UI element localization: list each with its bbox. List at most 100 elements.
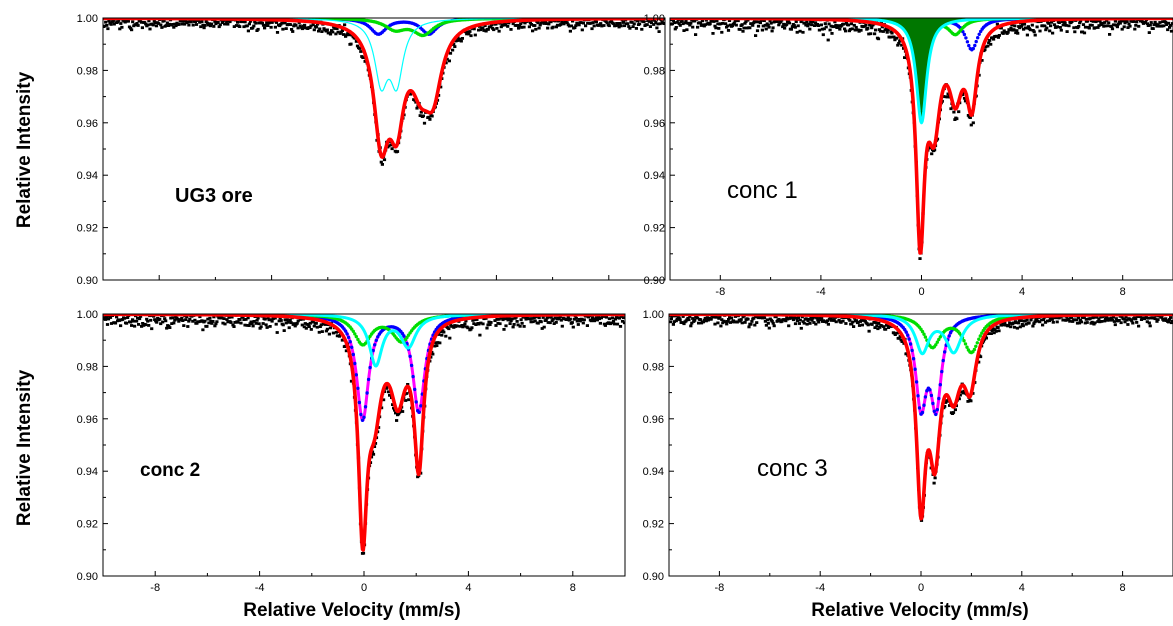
data-point: [132, 320, 135, 323]
panel-label: conc 3: [757, 455, 828, 482]
data-point: [869, 32, 872, 35]
data-point: [890, 32, 893, 35]
data-point: [827, 323, 830, 326]
data-point: [1066, 30, 1069, 33]
data-point: [988, 39, 991, 42]
fit-component-point: [928, 388, 931, 391]
data-point: [918, 257, 921, 260]
data-point: [1047, 22, 1050, 25]
fit-component-point: [364, 405, 367, 408]
data-point: [800, 327, 803, 330]
fit-component-point: [937, 397, 940, 400]
data-point: [1022, 324, 1025, 327]
y-tick-label: 0.90: [77, 275, 98, 287]
y-tick-label: 0.98: [643, 361, 664, 373]
data-point: [599, 322, 602, 325]
data-point: [492, 28, 495, 31]
data-point: [105, 24, 108, 27]
data-point: [1131, 322, 1134, 325]
data-point: [818, 29, 821, 32]
data-point: [1023, 23, 1026, 26]
data-point: [313, 325, 316, 328]
data-point: [521, 322, 524, 325]
data-point: [730, 317, 733, 320]
data-point: [590, 27, 593, 30]
x-tick-label: -8: [715, 582, 725, 594]
fit-component-point: [402, 334, 405, 337]
data-point: [181, 319, 184, 322]
data-point: [270, 26, 273, 29]
data-point: [1026, 34, 1029, 37]
data-point: [288, 326, 291, 329]
data-point: [485, 327, 488, 330]
data-point: [1086, 321, 1089, 324]
data-point: [125, 322, 128, 325]
data-point: [286, 318, 289, 321]
fit-component-point: [413, 388, 416, 391]
data-point: [1106, 24, 1109, 27]
data-point: [761, 29, 764, 32]
data-point: [765, 28, 768, 31]
fit-component-point: [979, 334, 982, 337]
data-point: [830, 32, 833, 35]
data-point: [1169, 316, 1172, 319]
data-point: [785, 23, 788, 26]
y-tick-label: 0.92: [77, 519, 98, 531]
data-point: [1012, 28, 1015, 31]
data-point: [264, 318, 267, 321]
data-point: [137, 24, 140, 27]
x-tick-label: 0: [361, 582, 367, 594]
y-tick-label: 0.96: [644, 118, 665, 130]
x-tick-label: 8: [570, 582, 576, 594]
data-point: [1084, 26, 1087, 29]
data-point: [1033, 30, 1036, 33]
data-point: [276, 331, 279, 334]
data-point: [511, 318, 514, 321]
data-point: [868, 24, 871, 27]
data-point: [720, 31, 723, 34]
data-point: [487, 28, 490, 31]
data-point: [1015, 29, 1018, 32]
data-point: [211, 320, 214, 323]
data-point: [1048, 319, 1051, 322]
data-point: [658, 30, 661, 33]
data-point: [619, 325, 622, 328]
x-tick-label: -8: [715, 286, 725, 298]
data-point: [673, 21, 676, 24]
fit-component-point: [924, 335, 927, 338]
data-point: [952, 411, 955, 414]
data-point: [1052, 321, 1055, 324]
fit-component-point: [355, 335, 358, 338]
data-point: [1059, 26, 1062, 29]
data-point: [1126, 323, 1129, 326]
data-point: [772, 322, 775, 325]
data-point: [1091, 24, 1094, 27]
data-point: [717, 27, 720, 30]
data-point: [203, 320, 206, 323]
data-point: [123, 317, 126, 320]
data-point: [326, 29, 329, 32]
y-tick-label: 0.98: [644, 65, 665, 77]
chart-panel: 0.900.920.940.960.981.00-8 -4 0 4 8conc 1: [644, 13, 1173, 298]
data-point: [247, 30, 250, 33]
data-point: [770, 22, 773, 25]
data-point: [1132, 20, 1135, 23]
data-point: [796, 319, 799, 322]
data-point: [543, 326, 546, 329]
data-point: [696, 26, 699, 29]
data-point: [104, 21, 107, 24]
fit-component-point: [933, 410, 936, 413]
data-point: [448, 337, 451, 340]
data-point: [164, 319, 167, 322]
chart-panel: 0.900.920.940.960.981.00UG3 ore: [77, 13, 667, 287]
data-point: [691, 26, 694, 29]
data-point: [1029, 28, 1032, 31]
fit-component-point: [375, 339, 378, 342]
data-point: [841, 320, 844, 323]
data-point: [1058, 21, 1061, 24]
data-point: [934, 477, 937, 480]
data-point: [697, 322, 700, 325]
x-axis-label-left: Relative Velocity (mm/s): [243, 600, 461, 621]
data-point: [320, 30, 323, 33]
data-point: [361, 56, 364, 59]
